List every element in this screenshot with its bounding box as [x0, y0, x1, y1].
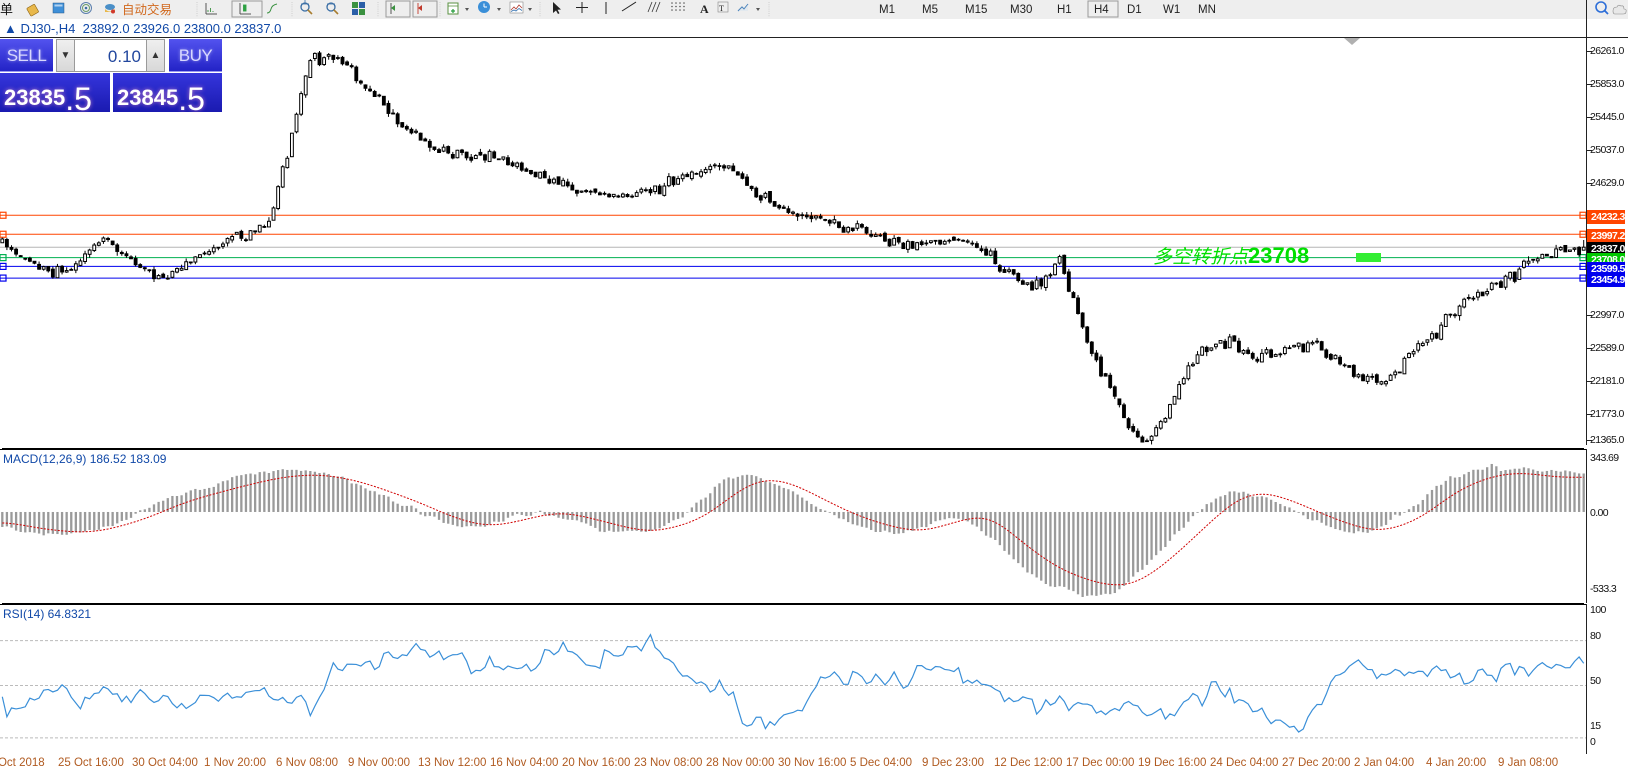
- svg-text:多空转折点23708: 多空转折点23708: [1153, 243, 1309, 268]
